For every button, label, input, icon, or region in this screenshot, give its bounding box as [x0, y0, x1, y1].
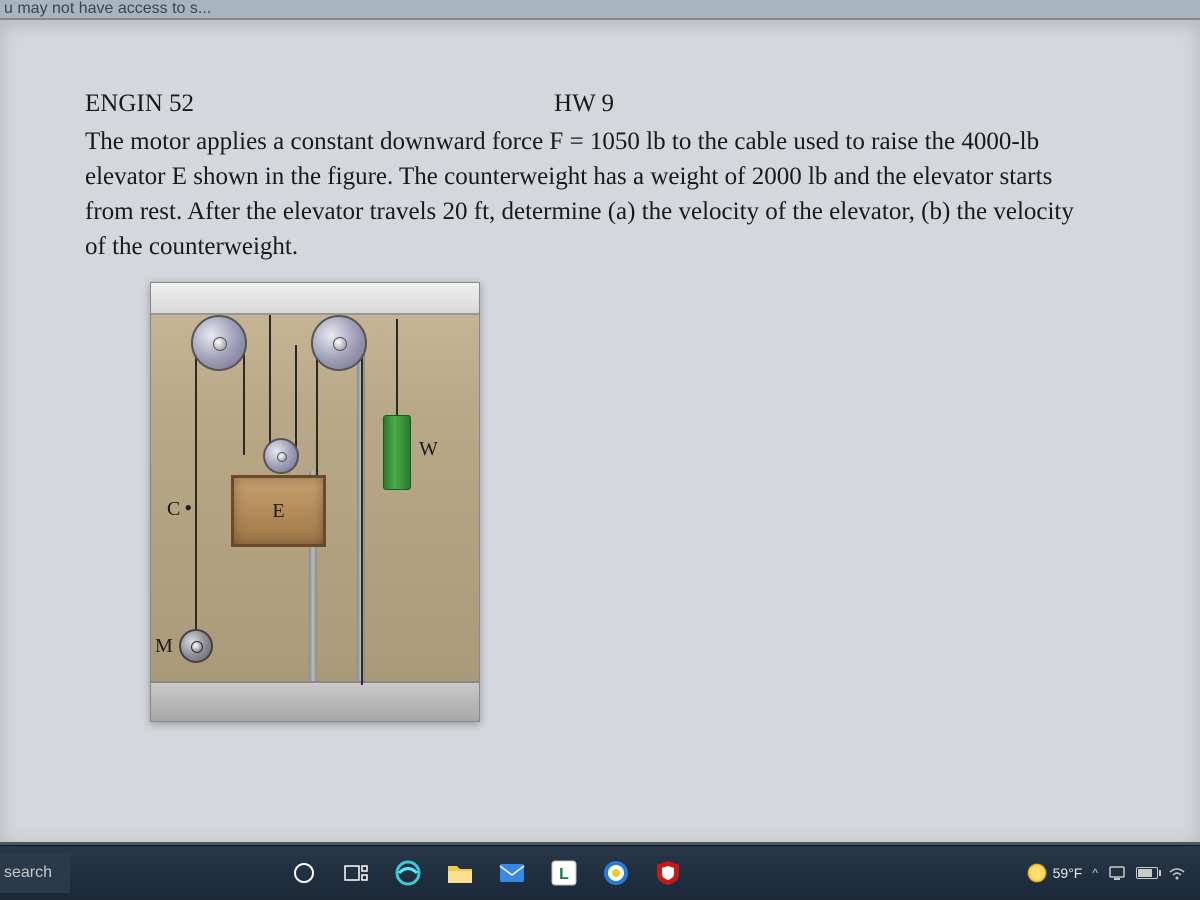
figure-elevator-system: E C M W: [150, 282, 480, 722]
figure-label-M: M: [155, 635, 173, 658]
weather-widget[interactable]: 59°F: [1027, 863, 1083, 883]
file-explorer-icon[interactable]: [436, 849, 484, 897]
figure-pulley-elevator: [263, 438, 299, 474]
browser-top-fragment: u may not have access to s...: [0, 0, 1200, 18]
figure-counterweight-W: [383, 415, 411, 490]
figure-ceiling: [151, 283, 479, 315]
tray-unknown-icon[interactable]: [1108, 864, 1126, 882]
cortana-icon[interactable]: [280, 849, 328, 897]
taskbar-pinned-apps: L: [280, 849, 692, 897]
problem-statement: The motor applies a constant downward fo…: [85, 124, 1095, 264]
figure-cable: [396, 319, 398, 419]
mail-icon[interactable]: [488, 849, 536, 897]
figure-pulley-top-right: [311, 315, 367, 371]
figure-cable: [295, 345, 297, 455]
hw-label: HW 9: [554, 90, 614, 118]
doc-header: ENGIN 52 HW 9: [85, 90, 1115, 118]
weather-sun-icon: [1027, 863, 1047, 883]
temperature-text: 59°F: [1053, 865, 1083, 881]
excel-icon[interactable]: L: [540, 849, 588, 897]
top-fragment-text: u may not have access to s...: [4, 0, 211, 17]
task-view-icon[interactable]: [332, 849, 380, 897]
figure-motor-M: [179, 629, 213, 663]
mcafee-icon[interactable]: [644, 849, 692, 897]
document-content: ENGIN 52 HW 9 The motor applies a consta…: [0, 20, 1200, 842]
windows-taskbar: search L 59°F ^: [0, 845, 1200, 900]
figure-cable: [316, 345, 318, 475]
figure-elevator-E: E: [231, 475, 326, 547]
wifi-icon[interactable]: [1168, 864, 1186, 882]
figure-pulley-top-left: [191, 315, 247, 371]
tray-chevron-icon[interactable]: ^: [1092, 866, 1098, 880]
figure-label-W: W: [419, 438, 438, 461]
figure-floor: [151, 681, 479, 721]
document-viewport: ENGIN 52 HW 9 The motor applies a consta…: [0, 18, 1200, 845]
figure-cable: [361, 345, 363, 685]
figure-cable: [195, 345, 197, 635]
figure-label-C: C: [167, 495, 192, 521]
figure-cable: [269, 315, 271, 445]
search-placeholder: search: [4, 864, 52, 882]
battery-icon[interactable]: [1136, 867, 1158, 879]
edge-icon[interactable]: [384, 849, 432, 897]
course-label: ENGIN 52: [85, 90, 194, 118]
figure-cable: [243, 345, 245, 455]
photos-icon[interactable]: [592, 849, 640, 897]
svg-text:L: L: [559, 866, 569, 883]
system-tray: 59°F ^: [1027, 863, 1200, 883]
figure-label-E: E: [272, 500, 284, 523]
taskbar-search[interactable]: search: [0, 853, 70, 893]
